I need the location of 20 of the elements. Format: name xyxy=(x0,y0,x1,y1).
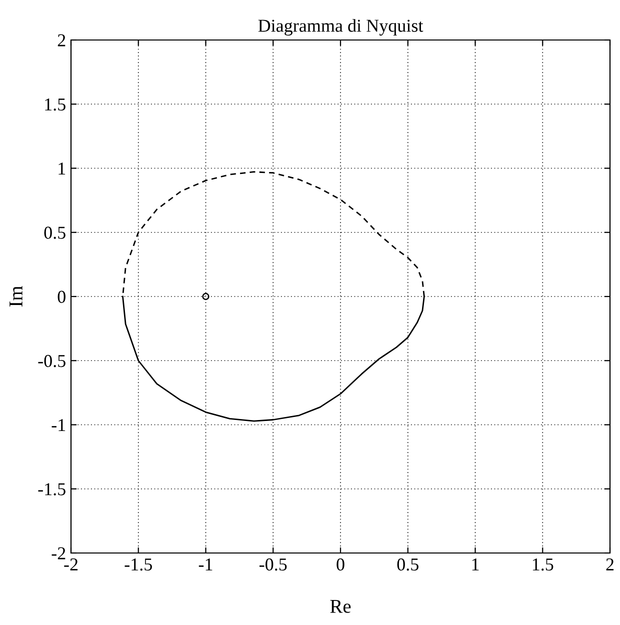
y-tick-label: 2 xyxy=(58,34,66,46)
x-tick-label: 1 xyxy=(472,558,479,570)
chart-title: Diagramma di Nyquist xyxy=(258,19,424,36)
x-tick-label: -0.5 xyxy=(260,558,287,571)
x-tick-label: -1.5 xyxy=(124,558,152,571)
x-tick-label: 0 xyxy=(336,558,344,571)
x-tick-label: 0.5 xyxy=(397,558,418,571)
y-tick-label: 0 xyxy=(58,290,66,303)
y-tick-label: -0.5 xyxy=(38,354,66,368)
y-tick-label: 1 xyxy=(58,162,66,175)
y-tick-label: 1.5 xyxy=(45,98,66,111)
y-tick-label: -1 xyxy=(52,419,66,432)
y-tick-label: 0.5 xyxy=(44,226,66,239)
y-tick-label: -2 xyxy=(52,547,66,560)
x-tick-label: 2 xyxy=(606,558,614,570)
x-tick-label: 1.5 xyxy=(532,558,554,571)
y-axis-title: Im xyxy=(10,286,22,307)
y-tick-label: -1.5 xyxy=(38,483,66,496)
x-tick-label: -1 xyxy=(198,558,212,570)
x-axis-title: Re xyxy=(330,600,351,613)
